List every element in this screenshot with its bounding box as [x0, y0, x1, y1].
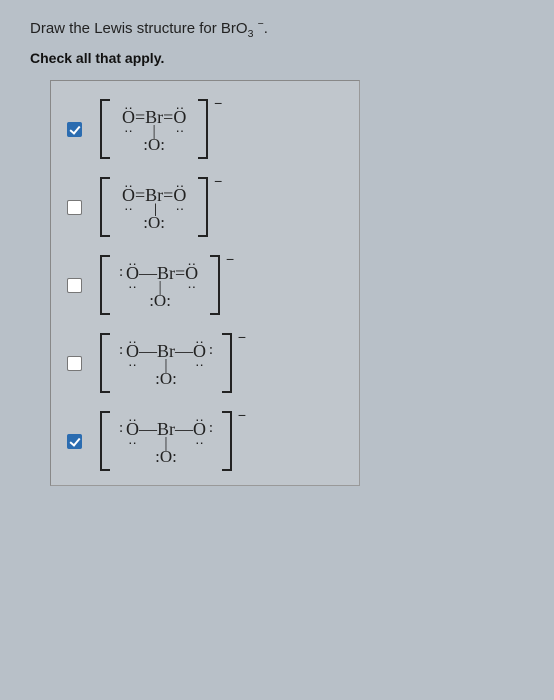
bracket-left-icon	[100, 333, 110, 393]
oxygen-atom: O	[185, 263, 198, 284]
bracket-left-icon	[100, 99, 110, 159]
charge-label: −	[214, 173, 222, 189]
option-row: − O—Br=O | :O:	[63, 255, 347, 315]
bracket-right-icon	[210, 255, 220, 315]
bracket-left-icon	[100, 411, 110, 471]
oxygen-atom: O	[193, 419, 206, 440]
structure-inner: O—Br—O | :O:	[100, 411, 232, 471]
lone-pair-left: O	[122, 419, 139, 440]
lewis-structure-5: − O—Br—O | :O:	[100, 411, 232, 471]
bracket-right-icon	[222, 411, 232, 471]
oxygen-atom: O	[173, 185, 186, 206]
bromine-atom: Br	[145, 185, 163, 205]
bracket-right-icon	[198, 99, 208, 159]
question-text: Draw the Lewis structure for BrO3 −.	[30, 18, 524, 40]
bottom-oxygen: :O:	[122, 215, 186, 231]
bottom-oxygen: :O:	[122, 449, 210, 465]
question-span: Draw the Lewis structure for BrO3 −.	[30, 20, 268, 37]
oxygen-atom: O	[126, 419, 139, 440]
bottom-oxygen: :O:	[122, 371, 210, 387]
charge-label: −	[226, 251, 234, 267]
options-panel: − O=Br=O | :O: − O=Br=O || :O:	[50, 80, 360, 486]
charge-label: −	[238, 329, 246, 345]
oxygen-atom: O	[193, 341, 206, 362]
lone-pair-right: O	[193, 419, 210, 440]
charge-label: −	[214, 95, 222, 111]
lone-pair-left: O	[122, 263, 139, 284]
option-row: − O—Br—O | :O:	[63, 411, 347, 471]
lewis-structure-2: − O=Br=O || :O:	[100, 177, 208, 237]
lone-pair-right: O	[193, 341, 210, 362]
bracket-left-icon	[100, 255, 110, 315]
option-checkbox-2[interactable]	[67, 200, 82, 215]
bracket-left-icon	[100, 177, 110, 237]
oxygen-atom: O	[122, 185, 135, 206]
lone-pair-left: O	[122, 341, 139, 362]
instruction-text: Check all that apply.	[30, 50, 524, 66]
option-row: − O—Br—O | :O:	[63, 333, 347, 393]
bracket-right-icon	[222, 333, 232, 393]
oxygen-atom: O	[126, 263, 139, 284]
option-checkbox-1[interactable]	[67, 122, 82, 137]
option-checkbox-5[interactable]	[67, 434, 82, 449]
lewis-structure-1: − O=Br=O | :O:	[100, 99, 208, 159]
oxygen-atom: O	[122, 107, 135, 128]
option-row: − O=Br=O | :O:	[63, 99, 347, 159]
top-atoms: O=Br=O	[122, 185, 186, 206]
structure-inner: O=Br=O || :O:	[100, 177, 208, 237]
bottom-oxygen: :O:	[122, 137, 186, 153]
oxygen-atom: O	[126, 341, 139, 362]
lewis-structure-4: − O—Br—O | :O:	[100, 333, 232, 393]
bracket-right-icon	[198, 177, 208, 237]
structure-inner: O—Br—O | :O:	[100, 333, 232, 393]
option-checkbox-3[interactable]	[67, 278, 82, 293]
charge-label: −	[238, 407, 246, 423]
option-row: − O=Br=O || :O:	[63, 177, 347, 237]
lewis-structure-3: − O—Br=O | :O:	[100, 255, 220, 315]
bottom-oxygen: :O:	[122, 293, 198, 309]
structure-inner: O=Br=O | :O:	[100, 99, 208, 159]
oxygen-atom: O	[173, 107, 186, 128]
structure-inner: O—Br=O | :O:	[100, 255, 220, 315]
option-checkbox-4[interactable]	[67, 356, 82, 371]
